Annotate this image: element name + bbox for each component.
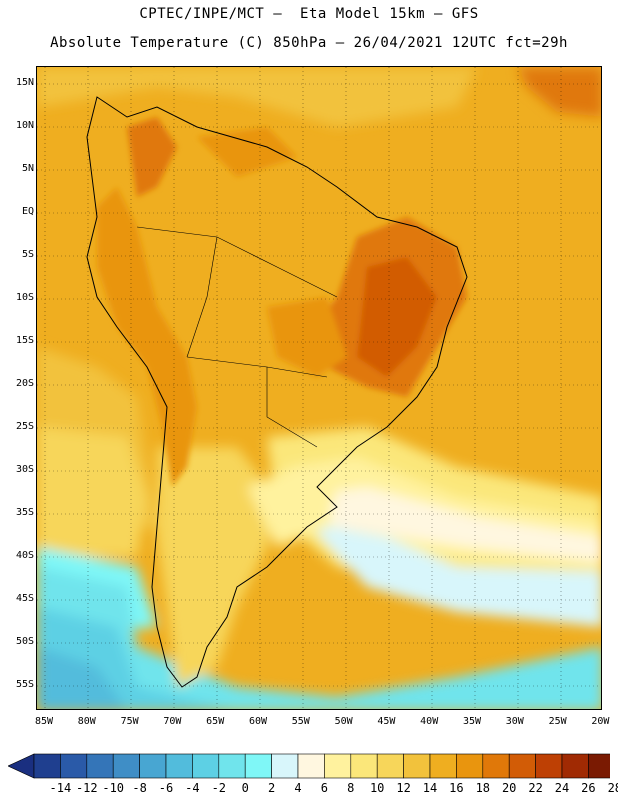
colorbar-label: 16 (449, 781, 464, 795)
colorbar-label: 28 (607, 781, 618, 795)
field-20c-ne (517, 67, 601, 117)
lat-label: 30S (15, 464, 34, 475)
field-10c-uruguay (247, 467, 337, 547)
field-m2c-south (37, 647, 126, 709)
colorbar-label: -2 (211, 781, 227, 795)
lat-label: EQ (21, 206, 34, 217)
lat-label: 10S (15, 292, 34, 303)
colorbar-segment (324, 753, 352, 779)
colorbar-segment (588, 753, 610, 779)
field-8c-atlantic (297, 487, 601, 562)
lon-label: 60W (248, 716, 268, 727)
colorbar-segment (350, 753, 378, 779)
colorbar-segment (376, 753, 404, 779)
title-line-1: CPTEC/INPE/MCT – Eta Model 15km – GFS (139, 6, 479, 22)
field-22c-brazil (357, 257, 437, 377)
lon-label: 20W (591, 716, 610, 727)
colorbar-label: 14 (422, 781, 438, 795)
field-20c-colombia (127, 117, 177, 197)
colorbar-segment (297, 753, 325, 779)
gridlines (37, 67, 601, 709)
map-svg (37, 67, 601, 709)
country-borders (136, 226, 338, 448)
colorbar-segment (271, 753, 299, 779)
temperature-map (36, 66, 602, 710)
lon-label: 65W (206, 716, 225, 727)
colorbar-label: 6 (320, 781, 328, 795)
field-20c-andes (97, 187, 197, 487)
colorbar-label: -12 (75, 781, 98, 795)
field-20c-mato-grosso (267, 297, 347, 377)
colorbar-segment (508, 753, 536, 779)
coastline (86, 96, 468, 688)
colorbar-label: -6 (158, 781, 174, 795)
field-14c-pacific (37, 427, 147, 557)
lat-label: 15N (15, 77, 34, 88)
colorbar-label: 20 (501, 781, 517, 795)
colorbar-segment (139, 753, 167, 779)
colorbar-label: 26 (581, 781, 596, 795)
lat-label: 25S (15, 421, 34, 432)
colorbar-segment (244, 753, 272, 779)
lat-label: 55S (15, 679, 34, 690)
colorbar-segment (456, 753, 484, 779)
field-16c-north (37, 67, 477, 127)
colorbar-label: -4 (185, 781, 200, 795)
colorbar-label: -14 (49, 781, 72, 795)
colorbar-segment (561, 753, 589, 779)
colorbar-segment (535, 753, 563, 779)
lon-label: 30W (505, 716, 524, 727)
lat-label: 10N (15, 120, 34, 131)
colorbar-segment (112, 753, 140, 779)
title-line-2: Absolute Temperature (C) 850hPa – 26/04/… (50, 35, 568, 51)
field-20c-venezuela (197, 127, 297, 177)
lat-label: 5S (21, 249, 34, 260)
colorbar-label: 24 (554, 781, 570, 795)
lon-label: 55W (291, 716, 310, 727)
colorbar-label: 22 (528, 781, 543, 795)
colorbar-low-arrow (8, 753, 35, 779)
lat-label: 35S (15, 507, 34, 518)
colorbar-segment (218, 753, 246, 779)
colorbar-label: 18 (475, 781, 491, 795)
colorbar-label: -8 (132, 781, 147, 795)
colorbar-label: 12 (396, 781, 411, 795)
lon-label: 75W (120, 716, 139, 727)
lat-label: 15S (15, 335, 34, 346)
lon-label: 45W (377, 716, 396, 727)
lon-label: 50W (334, 716, 353, 727)
colorbar-segment (482, 753, 510, 779)
lon-label: 85W (34, 716, 54, 727)
lat-label: 20S (15, 378, 34, 389)
lat-label: 40S (15, 550, 34, 561)
lat-label: 45S (15, 593, 34, 604)
colorbar-label: -10 (102, 781, 125, 795)
colorbar-segment (86, 753, 114, 779)
lon-label: 35W (462, 716, 482, 727)
lon-label: 40W (420, 716, 439, 727)
colorbar (8, 753, 610, 779)
colorbar-label: 2 (267, 781, 276, 795)
colorbar-segment (33, 753, 61, 779)
lon-label: 25W (548, 716, 567, 727)
field-6c-atlantic (307, 522, 601, 627)
colorbar-label: 8 (347, 781, 355, 795)
colorbar-segment (165, 753, 193, 779)
lat-label: 5N (21, 163, 34, 174)
colorbar-label: 0 (241, 781, 249, 795)
colorbar-segment (60, 753, 88, 779)
colorbar-segment (429, 753, 457, 779)
colorbar-label: 10 (369, 781, 385, 795)
lon-label: 70W (163, 716, 182, 727)
colorbar-segment (192, 753, 220, 779)
lon-label: 80W (77, 716, 96, 727)
colorbar-label: 4 (294, 781, 302, 795)
lat-label: 50S (15, 636, 34, 647)
colorbar-segment (403, 753, 431, 779)
